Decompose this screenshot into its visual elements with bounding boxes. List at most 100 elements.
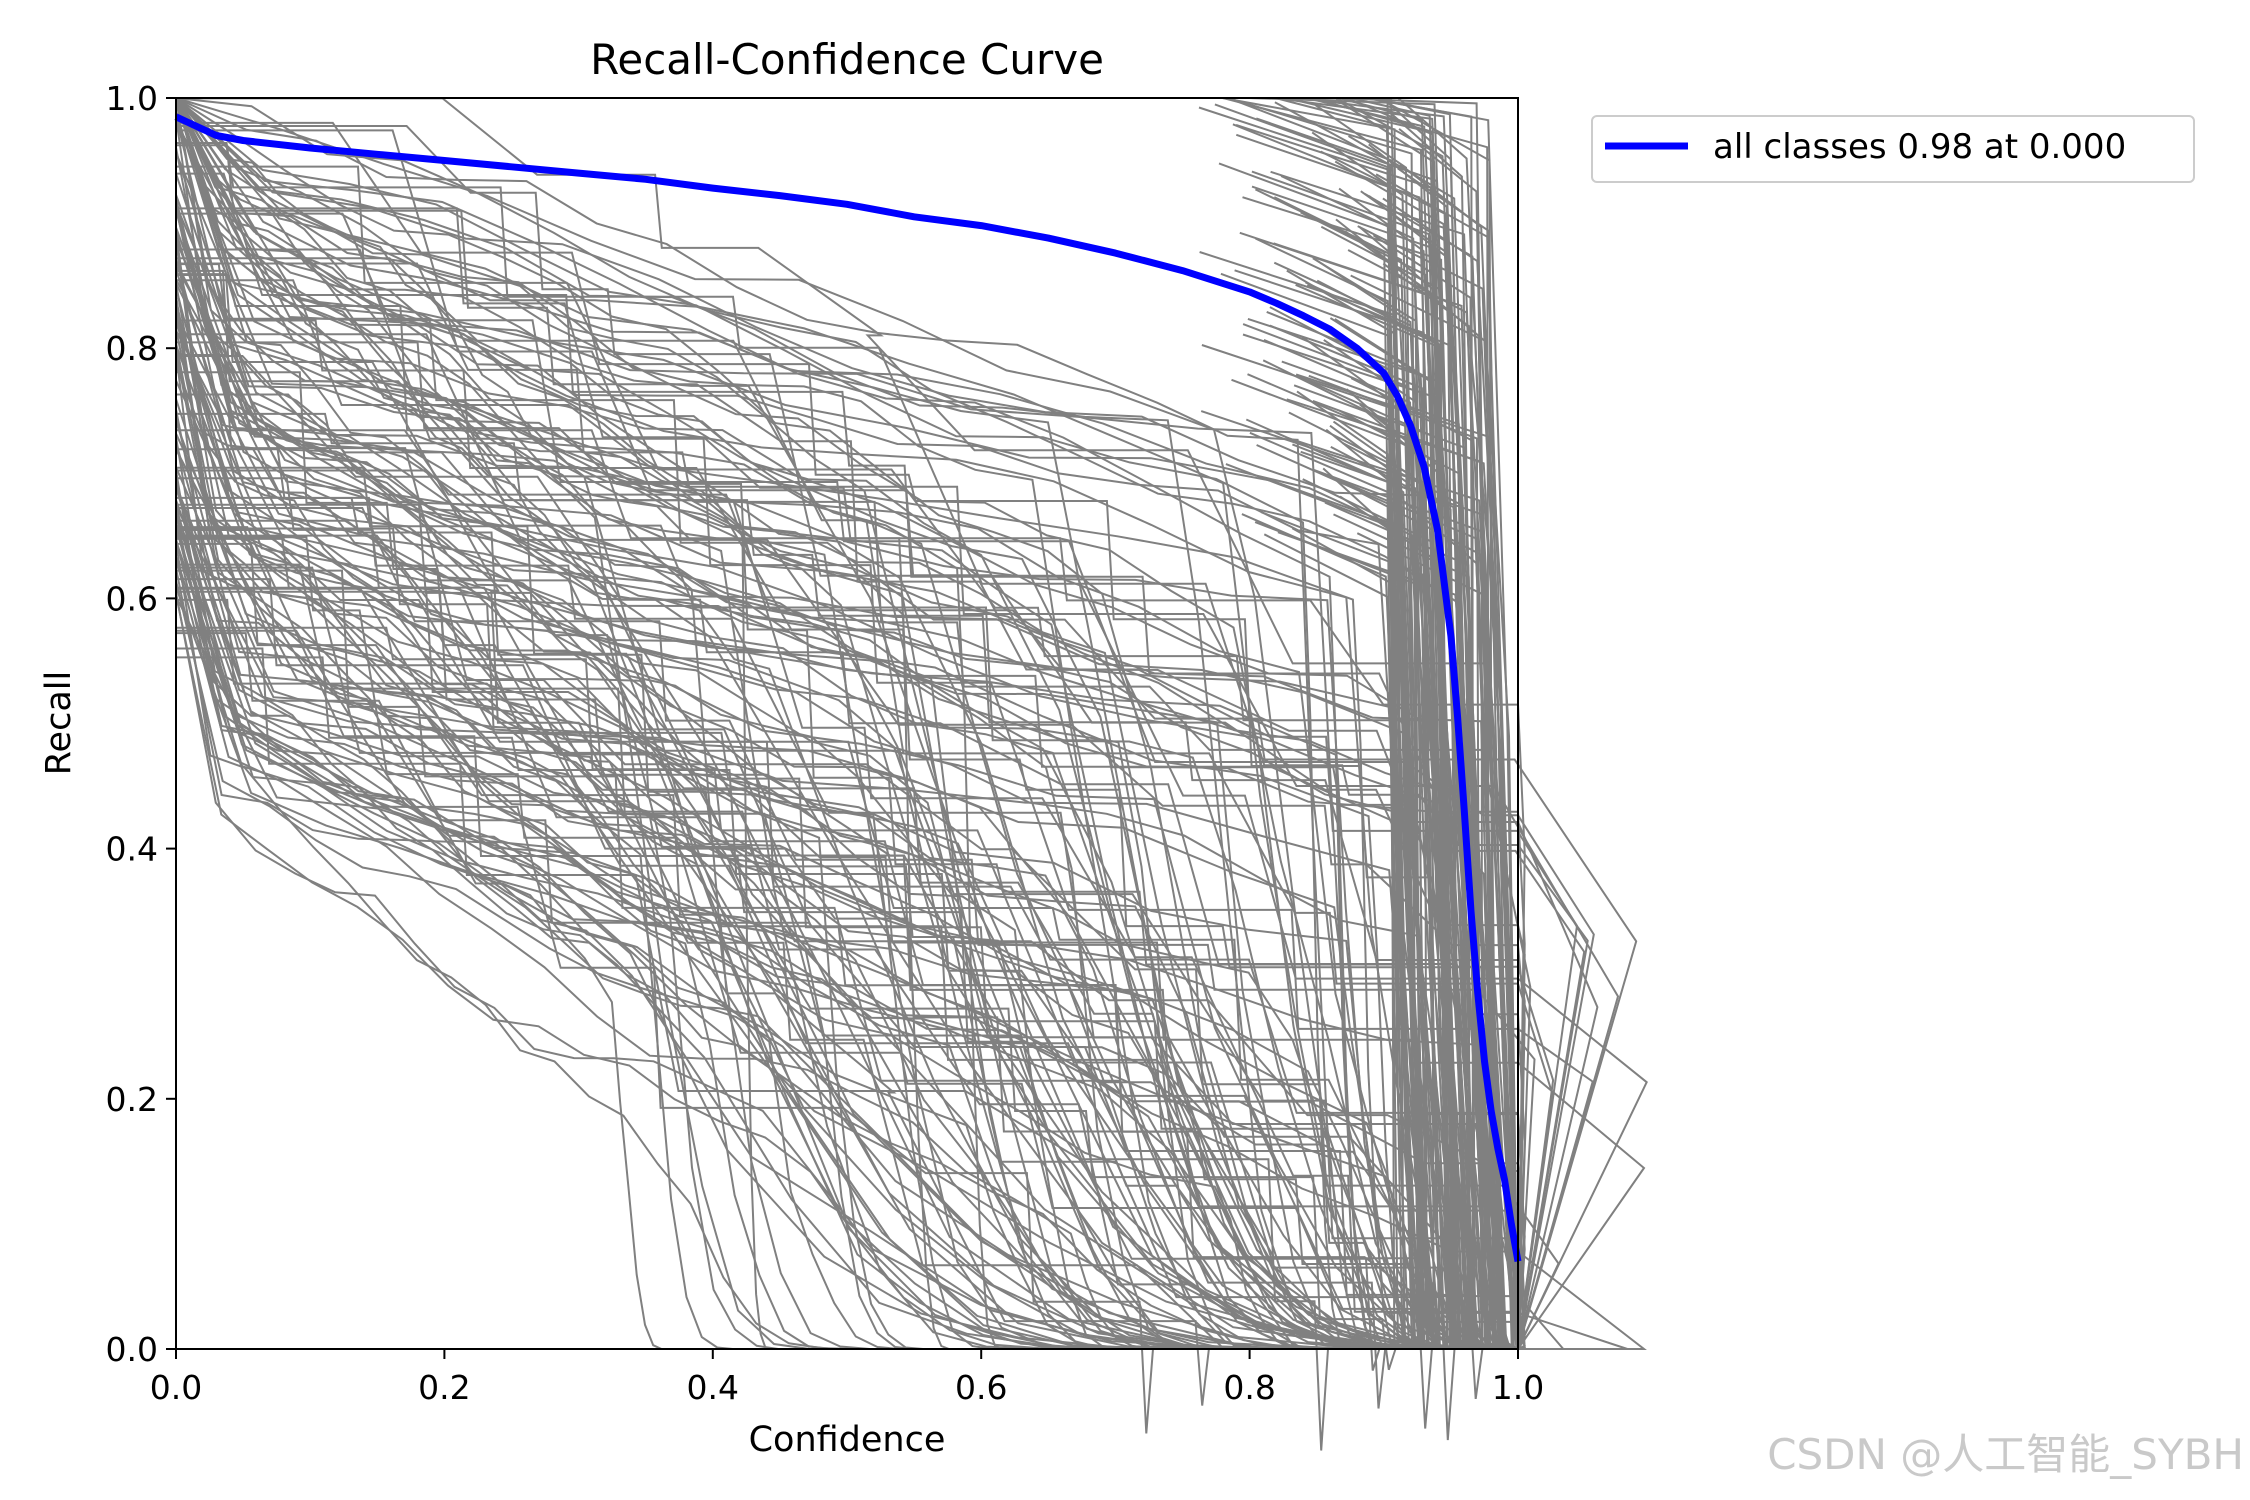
x-tick-label: 0.8 [1223, 1368, 1275, 1407]
class-curve [175, 97, 1107, 1350]
class-curve [175, 97, 771, 1350]
y-tick-label: 0.6 [106, 579, 158, 618]
class-curve [176, 142, 1500, 1350]
class-curve [176, 527, 1523, 1350]
class-curve [1270, 170, 1519, 1350]
class-curve [1302, 478, 1499, 1350]
plot-frame [175, 97, 1519, 1350]
legend: all classes 0.98 at 0.000 [1591, 115, 2195, 183]
class-curve [175, 97, 1459, 1350]
class-curve [1287, 436, 1515, 1350]
class-curve [175, 209, 1496, 1350]
class-curve [175, 208, 1214, 1350]
class-curve [1300, 97, 1507, 1350]
class-curve [175, 97, 1483, 1350]
class-curve [176, 629, 1154, 1434]
class-curve [176, 341, 1496, 1350]
x-tick-label: 0.2 [418, 1368, 470, 1407]
class-curve [175, 97, 1446, 1350]
class-curve [175, 580, 1460, 1350]
class-curve [175, 448, 1475, 1350]
class-curve [175, 542, 855, 1350]
class-curve [176, 393, 1496, 1350]
class-curve [175, 97, 871, 1350]
class-curve [175, 487, 1242, 1350]
x-tick-label: 0.6 [955, 1368, 1007, 1407]
class-curve [1369, 97, 1519, 1350]
x-tick-label: 0.0 [150, 1368, 202, 1407]
class-curve [175, 352, 662, 1350]
class-curve [175, 97, 1040, 1350]
class-curve [1325, 428, 1429, 1350]
chart-title: Recall-Confidence Curve [590, 35, 1104, 84]
class-curve [1347, 135, 1519, 1350]
class-curve [175, 298, 834, 1350]
class-curve [175, 418, 1514, 1350]
class-curve [175, 466, 1387, 1350]
class-curve [175, 269, 1200, 1350]
watermark: CSDN @人工智能_SYBH [1767, 1430, 2244, 1479]
y-tick-label: 0.0 [106, 1330, 158, 1369]
y-tick-label: 0.4 [106, 830, 158, 869]
y-axis-ticks: 0.0 0.2 0.4 0.6 0.8 1.0 [106, 79, 176, 1369]
class-curve [1275, 97, 1424, 1350]
y-tick-label: 0.8 [106, 329, 158, 368]
class-curve [175, 97, 1497, 1350]
class-curve [176, 354, 1560, 1350]
y-axis-label: Recall [39, 671, 79, 775]
class-curve [1274, 101, 1454, 1350]
class-curve [176, 647, 1329, 1451]
class-curve [175, 474, 1519, 1350]
class-curve [175, 97, 1356, 1350]
class-curve [176, 263, 1638, 1350]
class-curve [176, 371, 1298, 1350]
class-curve [1220, 272, 1417, 1350]
class-curve [1239, 231, 1456, 1350]
class-curve [176, 536, 1377, 1350]
class-curve [1345, 388, 1472, 1350]
class-curve [176, 503, 1566, 1350]
class-curves [175, 97, 1648, 1451]
class-curve [176, 273, 1227, 1350]
class-curve [176, 519, 1433, 1429]
class-curve [176, 448, 1492, 1350]
class-curve [175, 433, 1430, 1350]
class-curve [175, 380, 1518, 1350]
legend-label: all classes 0.98 at 0.000 [1713, 127, 2126, 167]
class-curve [175, 97, 1444, 1350]
x-axis-ticks: 0.0 0.2 0.4 0.6 0.8 1.0 [150, 1349, 1544, 1407]
class-curve [175, 97, 1395, 1350]
class-curve [175, 409, 1266, 1350]
class-curve [175, 499, 1519, 1350]
class-curve [175, 97, 1465, 1350]
class-curve [175, 97, 1267, 1350]
x-tick-label: 0.4 [687, 1368, 739, 1407]
class-curve [176, 412, 1526, 1350]
class-curve [1368, 143, 1467, 1350]
class-curve [1397, 97, 1519, 1350]
class-curve [1273, 196, 1446, 1350]
y-tick-label: 0.2 [106, 1080, 158, 1119]
class-curve [176, 542, 1210, 1406]
class-curve [175, 592, 1309, 1350]
class-curve [1332, 420, 1441, 1350]
class-curve [1286, 269, 1439, 1350]
class-curve [176, 569, 1387, 1409]
class-curve [175, 321, 1258, 1350]
class-curve [175, 512, 1129, 1350]
class-curve [175, 555, 1515, 1350]
class-curve [176, 656, 1445, 1350]
x-axis-label: Confidence [749, 1420, 946, 1460]
y-tick-label: 1.0 [106, 79, 158, 118]
class-curve [176, 529, 1526, 1350]
class-curve [176, 632, 1484, 1400]
x-tick-label: 1.0 [1492, 1368, 1544, 1407]
class-curve [175, 111, 1003, 1350]
class-curve [175, 594, 1089, 1350]
class-curve [175, 513, 900, 1350]
class-curve [1312, 257, 1430, 1350]
class-curve [175, 97, 1348, 1350]
class-curve [1350, 97, 1457, 1350]
class-curve [175, 97, 950, 1350]
